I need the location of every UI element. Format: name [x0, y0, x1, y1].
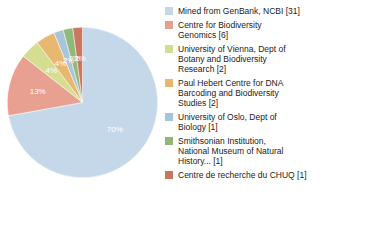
svg-text:4%: 4%	[45, 66, 58, 76]
svg-text:2%: 2%	[74, 54, 86, 63]
html-text:Centre de recherche du CHUQ [1: Centre de recherche du CHUQ [1]	[178, 170, 307, 180]
svg-text:70%: 70%	[107, 125, 123, 134]
html-text:Mined from GenBank, NCBI [31]: Mined from GenBank, NCBI [31]	[178, 6, 300, 16]
html-text:University of Oslo, Dept of Bi: University of Oslo, Dept of Biology [1]	[178, 112, 277, 132]
html-text:Paul Hebert Centre for DNA Bar: Paul Hebert Centre for DNA Barcoding and…	[178, 78, 284, 108]
html-text:University of Vienna, Dept of: University of Vienna, Dept of Botany and…	[178, 44, 286, 74]
html-text:Smithsonian Institution, Natio: Smithsonian Institution, National Museum…	[178, 136, 284, 166]
svg-text:13%: 13%	[30, 87, 46, 96]
svg-text:4%: 4%	[54, 59, 67, 69]
html-text:Centre for Biodiversity Genomi: Centre for Biodiversity Genomics [6]	[178, 20, 262, 40]
